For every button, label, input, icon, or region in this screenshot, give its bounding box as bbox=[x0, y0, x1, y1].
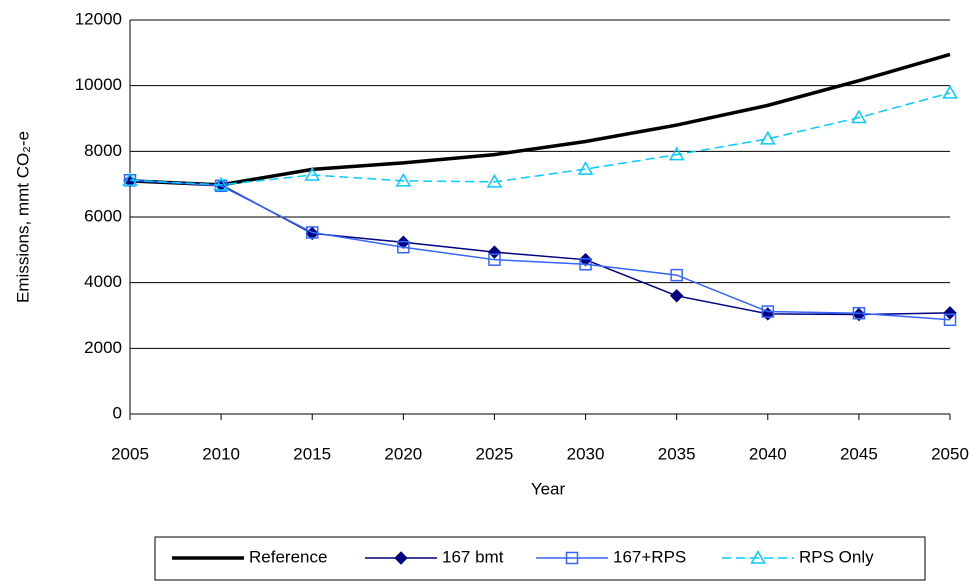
x-tick-label: 2040 bbox=[749, 444, 787, 463]
legend-marker bbox=[565, 551, 579, 565]
y-axis-label: Emissions, mmt CO₂-e bbox=[13, 131, 32, 303]
marker bbox=[577, 161, 594, 175]
x-tick-label: 2035 bbox=[658, 444, 696, 463]
marker bbox=[759, 130, 776, 145]
x-axis-label: Year bbox=[531, 479, 566, 498]
y-tick-label: 8000 bbox=[84, 141, 122, 160]
legend-marker bbox=[394, 551, 408, 565]
y-tick-label: 4000 bbox=[84, 272, 122, 291]
marker bbox=[395, 172, 412, 187]
series-line bbox=[129, 92, 951, 186]
x-tick-label: 2030 bbox=[567, 444, 605, 463]
marker bbox=[670, 268, 683, 282]
legend-label: RPS Only bbox=[799, 547, 874, 566]
marker bbox=[943, 313, 957, 327]
x-tick-label: 2010 bbox=[202, 444, 240, 463]
x-tick-label: 2005 bbox=[111, 444, 149, 463]
marker bbox=[487, 245, 502, 259]
y-tick-label: 2000 bbox=[84, 338, 122, 357]
marker bbox=[304, 166, 321, 181]
x-tick-label: 2045 bbox=[840, 444, 878, 463]
series-line bbox=[129, 180, 951, 316]
marker bbox=[397, 240, 410, 254]
marker bbox=[578, 252, 593, 267]
x-tick-label: 2050 bbox=[931, 444, 969, 463]
marker bbox=[761, 305, 775, 318]
series-line bbox=[129, 179, 951, 321]
marker bbox=[668, 146, 685, 161]
marker bbox=[942, 84, 958, 99]
legend-marker bbox=[750, 549, 766, 564]
x-tick-label: 2020 bbox=[384, 444, 422, 463]
x-tick-label: 2015 bbox=[293, 444, 331, 463]
legend-label: Reference bbox=[249, 547, 327, 566]
marker bbox=[579, 258, 592, 271]
y-tick-label: 10000 bbox=[75, 75, 122, 94]
marker bbox=[488, 253, 501, 266]
marker bbox=[486, 173, 503, 188]
marker bbox=[851, 109, 867, 124]
y-tick-label: 6000 bbox=[84, 206, 122, 225]
legend-label: 167+RPS bbox=[613, 547, 686, 566]
legend-label: 167 bmt bbox=[442, 547, 504, 566]
marker bbox=[943, 306, 957, 320]
marker bbox=[122, 172, 138, 186]
y-tick-label: 0 bbox=[113, 403, 122, 422]
marker bbox=[213, 176, 229, 191]
series-line bbox=[129, 52, 951, 187]
marker bbox=[852, 306, 866, 320]
marker bbox=[669, 289, 684, 303]
y-tick-label: 12000 bbox=[75, 9, 122, 28]
x-tick-label: 2025 bbox=[476, 444, 514, 463]
marker bbox=[214, 179, 228, 193]
marker bbox=[305, 226, 319, 239]
